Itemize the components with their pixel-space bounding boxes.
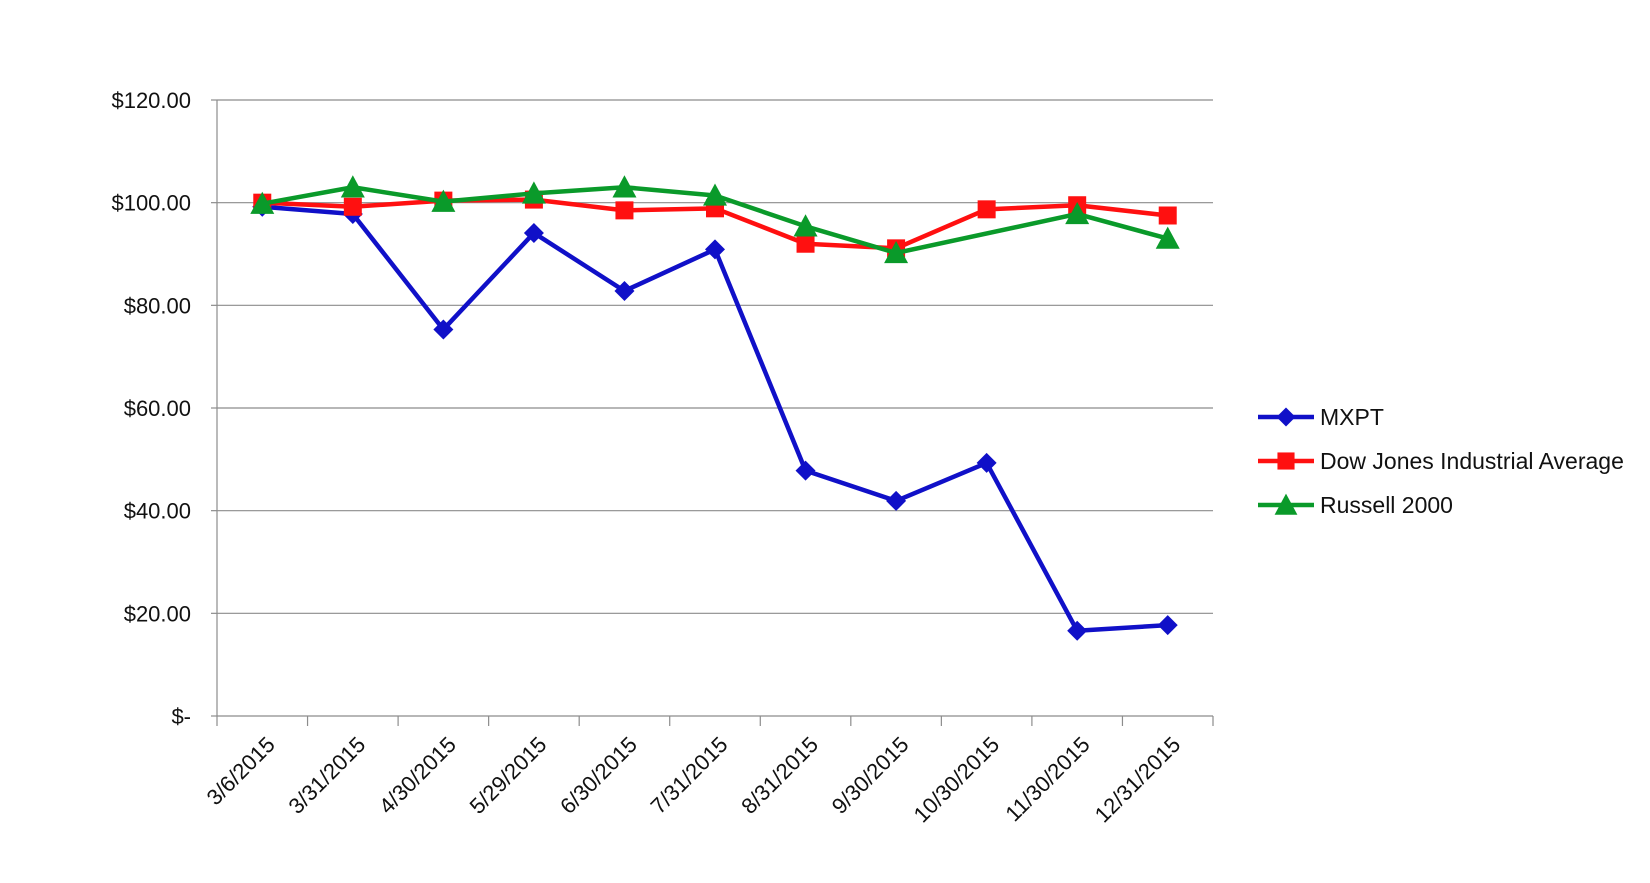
x-tick-label: 4/30/2015 (374, 732, 461, 819)
y-tick-label: $- (171, 704, 191, 729)
triangle-marker (1155, 226, 1180, 249)
diamond-marker (976, 452, 997, 473)
legend-label: Russell 2000 (1320, 492, 1453, 518)
triangle-marker (521, 181, 546, 204)
diamond-marker (614, 280, 635, 301)
triangle-marker (1274, 493, 1298, 515)
series-lines (250, 175, 1180, 641)
x-tick-label: 6/30/2015 (555, 732, 642, 819)
square-marker (977, 200, 996, 219)
x-tick-label: 8/31/2015 (736, 732, 823, 819)
triangle-marker (431, 189, 456, 212)
diamond-marker (795, 460, 816, 481)
x-axis-tick-labels: 3/6/2015 3/31/2015 4/30/2015 5/29/2015 6/30/… (202, 732, 1186, 828)
series-0 (252, 196, 1178, 641)
square-marker (1158, 206, 1177, 225)
diamond-marker (705, 239, 725, 260)
y-tick-label: $60.00 (124, 396, 191, 421)
triangle-marker (612, 175, 637, 198)
x-tick-label: 10/30/2015 (909, 732, 1005, 828)
x-tick-label: 3/6/2015 (202, 732, 280, 810)
diamond-marker (523, 222, 544, 243)
diamond-marker (1067, 620, 1088, 641)
series-line (261, 185, 1169, 256)
legend-label: MXPT (1320, 404, 1384, 430)
square-marker (343, 197, 362, 216)
x-tick-label: 5/29/2015 (465, 732, 552, 819)
square-marker (796, 234, 815, 253)
x-tick-label: 9/30/2015 (827, 732, 914, 819)
x-tick-label: 7/31/2015 (646, 732, 733, 819)
gridlines (217, 99, 1213, 614)
x-tick-label: 11/30/2015 (1000, 732, 1094, 826)
y-tick-label: $80.00 (124, 293, 191, 318)
y-tick-label: $100.00 (111, 191, 191, 216)
axes (211, 99, 1214, 726)
x-tick-label: 3/31/2015 (283, 732, 370, 819)
triangle-marker (1065, 201, 1090, 225)
square-marker (615, 201, 634, 220)
triangle-marker (340, 175, 365, 198)
diamond-marker (433, 319, 454, 340)
triangle-marker (793, 214, 818, 237)
x-tick-label: 12/31/2015 (1090, 732, 1186, 828)
legend-item: Dow Jones Industrial Average (1258, 448, 1624, 474)
legend-item: MXPT (1258, 404, 1384, 430)
triangle-marker (884, 240, 909, 264)
triangle-marker (250, 191, 275, 214)
y-tick-label: $20.00 (124, 601, 191, 626)
legend-label: Dow Jones Industrial Average (1320, 448, 1624, 474)
triangle-marker (703, 183, 727, 206)
legend-item: Russell 2000 (1258, 492, 1453, 518)
legend: MXPT Dow Jones Industrial Average Russell … (1258, 404, 1624, 518)
diamond-marker (1276, 407, 1296, 427)
square-marker (1277, 452, 1295, 470)
series-line (262, 204, 1168, 634)
series-2 (250, 175, 1180, 264)
diamond-marker (1157, 615, 1178, 636)
diamond-marker (886, 490, 907, 511)
y-axis-tick-labels: $- $20.00 $40.00 $60.00 $80.00 $100.00 $120.00 (111, 88, 191, 729)
y-tick-label: $120.00 (111, 88, 191, 113)
y-tick-label: $40.00 (124, 499, 191, 524)
